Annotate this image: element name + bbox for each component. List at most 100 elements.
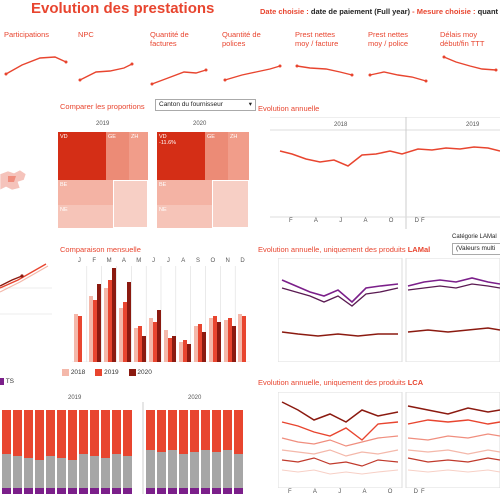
tick-label: J [338, 489, 342, 495]
chevron-down-icon: ▾ [248, 101, 252, 108]
left-fragment-chart[interactable] [0, 258, 52, 318]
legend-2018[interactable]: 2018 [62, 369, 85, 376]
ts-label: TS [5, 378, 15, 386]
treemap-cell-vd[interactable]: VD [58, 132, 106, 180]
date-value[interactable]: date de paiement (Full year) [310, 7, 411, 16]
monthly-chart[interactable] [72, 266, 250, 362]
treemap-cell-others[interactable] [212, 180, 249, 228]
kpi-quantite-polices[interactable]: Quantité de polices [222, 30, 261, 48]
treemap-cell-ne[interactable]: NE [58, 205, 113, 228]
ts-legend: TS [0, 378, 14, 385]
lca-chart[interactable] [278, 392, 500, 488]
kpi-label-line1: Quantité de [222, 30, 261, 39]
compare-title: Comparer les proportions [60, 102, 145, 111]
legend-label: 2019 [104, 369, 119, 377]
treemap-cell-zh[interactable]: ZH [228, 132, 249, 180]
tick-label: J [166, 258, 170, 264]
sparkline-factures [151, 69, 207, 85]
lca-title-prefix: Evolution annuelle, uniquement des produ… [258, 378, 406, 387]
treemap-cell-zh[interactable]: ZH [129, 132, 148, 180]
sparkline-prest-police [369, 71, 427, 82]
cell-label: ZH [131, 134, 139, 140]
tick-label: J [339, 218, 343, 224]
bottom-year-2020: 2020 [188, 395, 202, 401]
sparkline-prest-facture [296, 65, 353, 76]
kpi-label-line1: Prest nettes [295, 30, 336, 39]
kpi-participations[interactable]: Participations [4, 30, 49, 39]
kpi-label-line1: Quantité de [150, 30, 189, 39]
tick-label: A [363, 218, 368, 224]
tick-label: D [414, 218, 419, 224]
legend-2020[interactable]: 2020 [128, 369, 152, 377]
header-sep: - [412, 7, 415, 16]
treemap-cell-ge[interactable]: GE [205, 132, 228, 180]
lamal-line-2b [407, 283, 500, 291]
treemap-2020[interactable]: VD -11.6% GE ZH BE NE [157, 132, 249, 228]
annual-line [279, 146, 500, 167]
sparkline-npc [79, 63, 133, 81]
annual-year-2018: 2018 [334, 122, 348, 128]
kpi-label-line2: moy / police [368, 39, 409, 48]
tick-label: D [240, 258, 245, 264]
lamal-title-prefix: Evolution annuelle, uniquement des produ… [258, 245, 406, 254]
cell-label: ZH [230, 134, 238, 140]
tick-label: M [136, 258, 142, 264]
tick-label: D [413, 489, 418, 495]
tick-label: F [289, 218, 293, 224]
tick-label: J [152, 258, 156, 264]
lca-title: Evolution annuelle, uniquement des produ… [258, 378, 423, 387]
lamal-line-3 [281, 331, 398, 337]
annual-chart[interactable] [270, 117, 500, 229]
cell-delta: -11.6% [159, 140, 177, 146]
stacked-bars [2, 410, 243, 494]
kpi-quantite-factures[interactable]: Quantité de factures [150, 30, 189, 48]
lamal-line-1 [281, 279, 399, 304]
treemap-cell-others[interactable] [113, 180, 148, 228]
kpi-label-line1: NPC [78, 30, 94, 39]
tick-label: S [196, 258, 201, 264]
tick-label: A [313, 218, 318, 224]
kpi-prest-police[interactable]: Prest nettes moy / police [368, 30, 408, 48]
treemap-cell-vd[interactable]: VD -11.6% [157, 132, 205, 180]
tick-label: O [210, 258, 216, 264]
kpi-label-line2: polices [222, 39, 246, 48]
cell-label: BE [60, 182, 68, 188]
lamal-category-value: (Valeurs multi [456, 245, 496, 252]
compare-dropdown-value: Canton du fournisseur [159, 101, 223, 108]
cell-label: VD [60, 134, 68, 140]
lamal-chart[interactable] [278, 258, 500, 362]
kpi-prest-facture[interactable]: Prest nettes moy / facture [295, 30, 338, 48]
treemap-cell-be[interactable]: BE [157, 180, 212, 205]
page-title: Evolution des prestations [31, 0, 215, 17]
legend-2019[interactable]: 2019 [95, 369, 119, 377]
compare-dropdown[interactable]: Canton du fournisseur ▾ [155, 99, 256, 111]
stacked-bars-chart[interactable] [0, 402, 252, 494]
kpi-sparklines [4, 55, 498, 86]
treemap-2019[interactable]: VD GE ZH BE NE [58, 132, 148, 228]
treemap-cell-ne[interactable]: NE [157, 205, 212, 228]
annual-title: Evolution annuelle [258, 104, 320, 113]
switzerland-map[interactable] [0, 168, 30, 196]
treemap-cell-be[interactable]: BE [58, 180, 113, 205]
ts-swatch [0, 378, 4, 385]
monthly-month-axis: J F M A M J J A S O N D [72, 258, 250, 264]
lca-month-f2: F [421, 489, 425, 495]
kpi-delais[interactable]: Délais moy début/fin TTT [440, 30, 484, 48]
sparkline-polices [224, 65, 281, 81]
lamal-title-bold: LAMal [407, 245, 431, 254]
legend-label: 2020 [137, 369, 152, 377]
tick-label: O [388, 218, 394, 224]
cell-label: NE [159, 207, 167, 213]
cell-label: GE [207, 134, 215, 140]
tick-label: A [312, 489, 317, 495]
treemap-cell-ge[interactable]: GE [106, 132, 129, 180]
annual-month-axis: F A J A O D [289, 218, 419, 224]
measure-value[interactable]: quant [477, 7, 499, 16]
cell-label: GE [108, 134, 116, 140]
cell-label: BE [159, 182, 167, 188]
lamal-line-1b [407, 277, 500, 287]
kpi-npc[interactable]: NPC [78, 30, 94, 39]
lamal-category-dropdown[interactable]: (Valeurs multi [452, 243, 500, 255]
monthly-legend: 2018 2019 2020 [62, 369, 152, 376]
header-filters: Date choisie : date de paiement (Full ye… [260, 7, 498, 16]
